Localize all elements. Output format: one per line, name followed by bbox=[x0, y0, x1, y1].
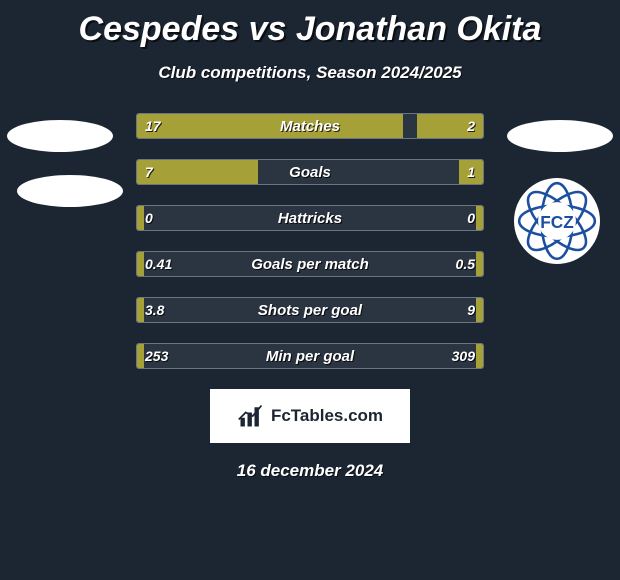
source-logo-text: FcTables.com bbox=[271, 406, 383, 426]
stat-label: Goals bbox=[137, 160, 483, 184]
stat-row: 17 Matches 2 bbox=[136, 113, 484, 139]
player1-club-avatar bbox=[17, 175, 123, 207]
stat-label: Hattricks bbox=[137, 206, 483, 230]
stat-row: 0 Hattricks 0 bbox=[136, 205, 484, 231]
source-logo: FcTables.com bbox=[210, 389, 410, 443]
stat-value-right: 9 bbox=[459, 298, 483, 322]
stat-value-right: 2 bbox=[459, 114, 483, 138]
comparison-subtitle: Club competitions, Season 2024/2025 bbox=[0, 63, 620, 83]
stat-label: Shots per goal bbox=[137, 298, 483, 322]
player2-avatar bbox=[507, 120, 613, 152]
chart-icon bbox=[237, 402, 265, 430]
stat-value-right: 0 bbox=[459, 206, 483, 230]
player2-club-badge: FCZ bbox=[514, 178, 600, 264]
comparison-title: Cespedes vs Jonathan Okita bbox=[0, 0, 620, 49]
stat-row: 3.8 Shots per goal 9 bbox=[136, 297, 484, 323]
stat-value-right: 0.5 bbox=[448, 252, 483, 276]
comparison-date: 16 december 2024 bbox=[0, 461, 620, 481]
player1-avatar bbox=[7, 120, 113, 152]
stat-label: Min per goal bbox=[137, 344, 483, 368]
stat-row: 0.41 Goals per match 0.5 bbox=[136, 251, 484, 277]
stat-label: Goals per match bbox=[137, 252, 483, 276]
stats-container: 17 Matches 2 7 Goals 1 0 Hattricks 0 0.4… bbox=[136, 113, 484, 369]
stat-row: 7 Goals 1 bbox=[136, 159, 484, 185]
stat-value-right: 309 bbox=[444, 344, 483, 368]
stat-value-right: 1 bbox=[459, 160, 483, 184]
stat-row: 253 Min per goal 309 bbox=[136, 343, 484, 369]
badge-text: FCZ bbox=[540, 212, 573, 232]
stat-label: Matches bbox=[137, 114, 483, 138]
